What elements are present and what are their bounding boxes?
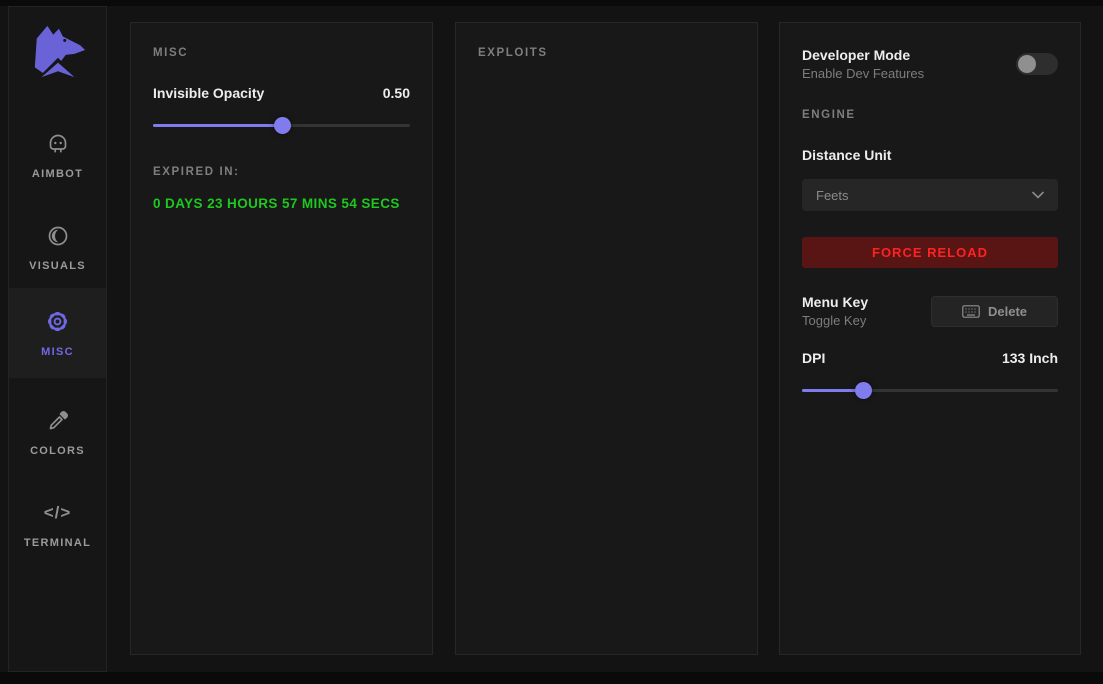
sidebar-item-aimbot[interactable]: AIMBOT bbox=[9, 119, 106, 191]
menu-key-label: Menu Key bbox=[802, 294, 869, 310]
menu-key-labels: Menu Key Toggle Key bbox=[802, 294, 868, 328]
invisible-opacity-label: Invisible Opacity bbox=[153, 85, 265, 101]
dpi-slider[interactable] bbox=[802, 382, 1058, 399]
app-logo bbox=[9, 23, 106, 79]
misc-panel-title: MISC bbox=[153, 47, 189, 59]
toggle-knob bbox=[1018, 55, 1036, 73]
gear-icon bbox=[45, 309, 71, 335]
distance-unit-dropdown[interactable]: Feets bbox=[802, 179, 1058, 211]
settings-panel: Developer Mode Enable Dev Features ENGIN… bbox=[779, 22, 1081, 655]
invisible-opacity-value: 0.50 bbox=[382, 85, 410, 101]
sidebar-item-label: AIMBOT bbox=[31, 167, 84, 180]
sidebar-item-visuals[interactable]: VISUALS bbox=[9, 211, 106, 283]
exploits-panel-title: EXPLOITS bbox=[478, 47, 548, 59]
developer-mode-sublabel: Enable Dev Features bbox=[802, 66, 925, 81]
slider-thumb[interactable] bbox=[273, 117, 291, 134]
invisible-opacity-slider[interactable] bbox=[153, 117, 410, 134]
slider-thumb[interactable] bbox=[855, 382, 873, 399]
keyboard-icon bbox=[962, 304, 980, 318]
window-bottom-edge bbox=[0, 672, 1103, 684]
chevron-down-icon bbox=[1032, 191, 1044, 199]
sidebar-item-colors[interactable]: COLORS bbox=[9, 396, 106, 468]
sidebar-item-misc[interactable]: MISC bbox=[9, 288, 106, 378]
distance-unit-selected: Feets bbox=[816, 187, 849, 203]
dpi-row: DPI 133 Inch bbox=[802, 350, 1058, 366]
exploits-panel: EXPLOITS bbox=[455, 22, 758, 655]
code-icon: </> bbox=[43, 502, 72, 522]
license-countdown: 0 DAYS 23 HOURS 57 MINS 54 SECS bbox=[153, 196, 400, 211]
menu-key-sublabel: Toggle Key bbox=[802, 313, 867, 328]
slider-fill bbox=[802, 389, 864, 392]
slider-track bbox=[802, 389, 1058, 392]
eyedropper-icon bbox=[45, 408, 71, 434]
sidebar: AIMBOT VISUALS MISC COLORS bbox=[8, 6, 107, 672]
developer-mode-label: Developer Mode bbox=[802, 47, 911, 63]
invisible-opacity-row: Invisible Opacity 0.50 bbox=[153, 85, 410, 101]
menu-key-bind-button[interactable]: Delete bbox=[931, 295, 1058, 327]
distance-unit-label: Distance Unit bbox=[802, 147, 892, 163]
slider-fill bbox=[153, 124, 282, 127]
developer-mode-row: Developer Mode Enable Dev Features bbox=[802, 47, 1058, 81]
developer-mode-toggle[interactable] bbox=[1016, 53, 1058, 75]
sidebar-item-label: TERMINAL bbox=[23, 536, 92, 549]
expired-in-label: EXPIRED IN: bbox=[153, 166, 240, 178]
sidebar-item-label: MISC bbox=[41, 345, 74, 358]
sidebar-item-label: COLORS bbox=[30, 444, 85, 457]
force-reload-button[interactable]: FORCE RELOAD bbox=[802, 237, 1058, 268]
developer-mode-labels: Developer Mode Enable Dev Features bbox=[802, 47, 924, 81]
dpi-value: 133 Inch bbox=[1001, 350, 1058, 366]
menu-key-button-label: Delete bbox=[987, 303, 1028, 319]
engine-section-title: ENGINE bbox=[802, 109, 856, 121]
contrast-icon bbox=[45, 223, 71, 249]
sidebar-item-terminal[interactable]: </> TERMINAL bbox=[9, 488, 106, 560]
wolf-logo-icon bbox=[34, 25, 85, 79]
dpi-label: DPI bbox=[802, 350, 826, 366]
sidebar-item-label: VISUALS bbox=[29, 259, 86, 272]
robot-icon bbox=[45, 131, 71, 157]
misc-panel: MISC Invisible Opacity 0.50 EXPIRED IN: … bbox=[130, 22, 433, 655]
window-top-edge bbox=[0, 0, 1103, 6]
menu-key-row: Menu Key Toggle Key Delete bbox=[802, 294, 1058, 328]
